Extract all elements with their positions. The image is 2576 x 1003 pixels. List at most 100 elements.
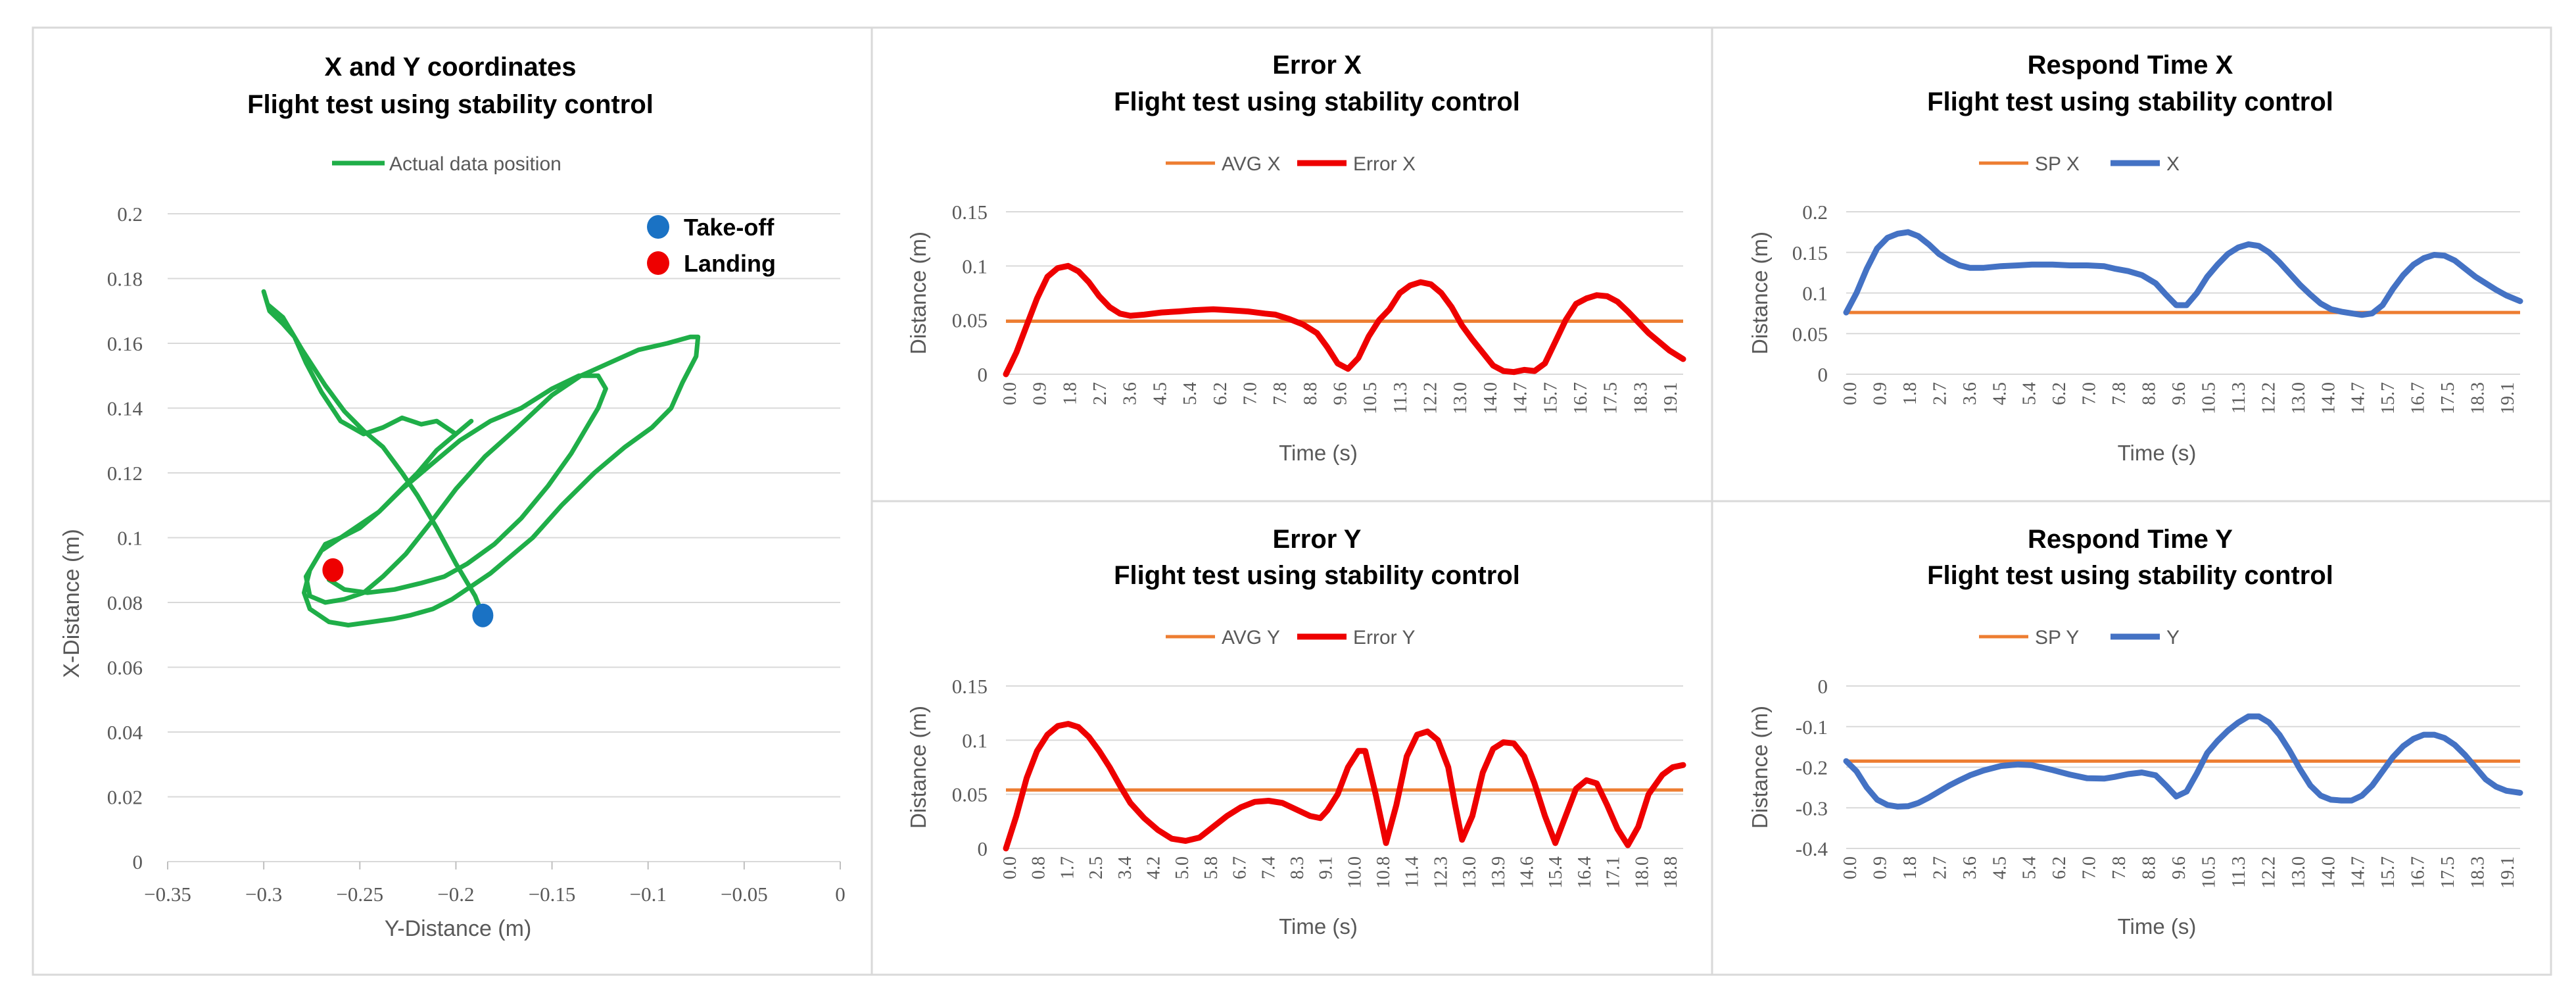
y-tick-label: 0.08 (107, 591, 143, 614)
y-tick-label: -0.1 (1796, 716, 1828, 739)
legend-label-reference: SP X (2035, 153, 2080, 175)
x-tick-label: −0.35 (144, 883, 191, 906)
y-axis-title: Distance (m) (1748, 232, 1772, 355)
x-tick-label: 14.7 (2349, 856, 2369, 889)
x-tick-label: 8.8 (2139, 382, 2160, 405)
y-tick-label: 0.2 (1802, 201, 1828, 224)
y-tick-label: 0.14 (107, 397, 143, 420)
x-tick-label: 15.7 (1540, 382, 1561, 414)
charts-layer: X and Y coordinates Flight test using sta… (59, 51, 2523, 941)
series-x (1843, 229, 2523, 318)
y-tick-label: -0.4 (1796, 837, 1828, 860)
legend-label-reference: AVG Y (1222, 627, 1280, 648)
x-tick-label: 3.6 (1120, 382, 1141, 405)
chart-title: Error Y (1273, 525, 1362, 554)
y-tick-label: 0.05 (1792, 322, 1828, 345)
take-off-point (472, 603, 494, 627)
x-tick-label: 1.8 (1900, 382, 1920, 405)
landing-point (322, 558, 344, 582)
x-tick-label: 0.8 (1029, 856, 1049, 879)
y-axis-title: Distance (m) (1748, 706, 1772, 829)
x-tick-label: 7.8 (2109, 856, 2130, 879)
legend-label-reference: AVG X (1222, 153, 1280, 175)
x-tick-label: 15.7 (2378, 856, 2398, 889)
x-tick-label: 11.3 (2229, 382, 2249, 414)
chart-title: Error X (1272, 51, 1362, 80)
x-tick-label: 9.6 (1331, 382, 1351, 405)
x-tick-label: 14.0 (2318, 856, 2339, 889)
x-tick-label: 13.9 (1489, 856, 1509, 889)
x-tick-label: 11.3 (2229, 856, 2249, 888)
x-tick-label: 6.7 (1230, 856, 1251, 879)
x-tick-label: 5.8 (1201, 856, 1222, 879)
x-tick-label: 9.6 (2169, 856, 2189, 879)
x-tick-label: −0.05 (721, 883, 768, 906)
x-tick-label: 10.8 (1373, 856, 1394, 889)
y-axis-title: X-Distance (m) (59, 529, 84, 678)
y-tick-label: 0.15 (952, 201, 988, 224)
chart-title: Respond Time X (2028, 51, 2233, 80)
x-tick-label: 18.0 (1632, 856, 1652, 889)
x-tick-label: 13.0 (1450, 382, 1471, 414)
y-tick-label: 0.05 (952, 309, 988, 332)
y-tick-label: 0.18 (107, 268, 143, 291)
panel-border-respond-y (1711, 500, 2552, 976)
x-tick-label: 12.2 (1421, 382, 1441, 414)
x-tick-label: 1.8 (1060, 382, 1080, 405)
x-tick-label: 13.0 (2289, 382, 2309, 414)
x-tick-label: 3.6 (1960, 382, 1980, 405)
series-error-y (1003, 721, 1686, 852)
x-tick-label: 18.8 (1661, 856, 1681, 889)
x-tick-label: 14.7 (2349, 382, 2369, 414)
chart-title: X and Y coordinates (324, 53, 576, 82)
x-tick-label: 16.7 (2408, 382, 2429, 414)
landing-label: Landing (684, 250, 776, 277)
chart-error-x: Error X Flight test using stability contr… (906, 51, 1686, 465)
x-tick-label: 9.6 (2169, 382, 2189, 405)
chart-subtitle: Flight test using stability control (1927, 87, 2333, 116)
chart-subtitle: Flight test using stability control (247, 90, 654, 119)
y-tick-label: 0 (1818, 363, 1828, 386)
x-tick-label: 16.7 (1571, 382, 1591, 414)
x-tick-label: 18.3 (2468, 856, 2489, 889)
legend-label-measured: Y (2166, 627, 2180, 648)
x-tick-label: 5.4 (1180, 382, 1201, 405)
y-tick-label: 0 (978, 363, 988, 386)
x-tick-label: 6.2 (2049, 856, 2070, 879)
legend-label-measured: X (2166, 153, 2180, 175)
x-tick-label: 7.8 (1270, 382, 1291, 405)
chart-subtitle: Flight test using stability control (1114, 87, 1520, 116)
x-tick-label: 2.7 (1930, 856, 1950, 879)
x-tick-label: 12.2 (2258, 856, 2279, 889)
x-tick-label: 14.7 (1511, 382, 1531, 414)
x-tick-label: 8.8 (1300, 382, 1321, 405)
x-tick-label: 17.5 (2438, 382, 2458, 414)
y-tick-label: 0.1 (962, 255, 988, 278)
x-tick-label: 10.5 (2199, 856, 2219, 889)
x-tick-label: 0.0 (1000, 382, 1020, 405)
x-tick-label: 17.1 (1604, 856, 1624, 889)
legend-label-measured: Error Y (1353, 627, 1415, 648)
y-axis-title: Distance (m) (906, 706, 930, 829)
x-axis-title: Y-Distance (m) (385, 916, 532, 941)
x-tick-label: 5.4 (2020, 382, 2040, 405)
y-tick-label: 0 (133, 850, 143, 873)
x-tick-label: −0.15 (529, 883, 576, 906)
x-tick-label: 0.0 (1840, 382, 1861, 405)
x-tick-label: 15.4 (1546, 856, 1566, 889)
y-tick-label: 0.15 (1792, 241, 1828, 264)
x-tick-label: 8.3 (1287, 856, 1308, 879)
y-tick-label: 0.02 (107, 786, 143, 809)
take-off-label: Take-off (684, 214, 775, 241)
x-tick-label: 5.4 (2020, 856, 2040, 879)
x-tick-label: 18.3 (2468, 382, 2489, 414)
x-tick-label: 11.4 (1402, 856, 1423, 888)
x-tick-label: 10.5 (2199, 382, 2219, 414)
y-tick-label: 0.1 (962, 729, 988, 752)
x-tick-label: 9.1 (1316, 856, 1337, 879)
x-tick-label: 2.5 (1086, 856, 1107, 879)
x-tick-label: 1.7 (1057, 856, 1078, 879)
x-tick-label: 7.0 (2080, 856, 2100, 879)
x-tick-label: 14.0 (2318, 382, 2339, 414)
x-axis-title: Time (s) (1279, 441, 1358, 465)
